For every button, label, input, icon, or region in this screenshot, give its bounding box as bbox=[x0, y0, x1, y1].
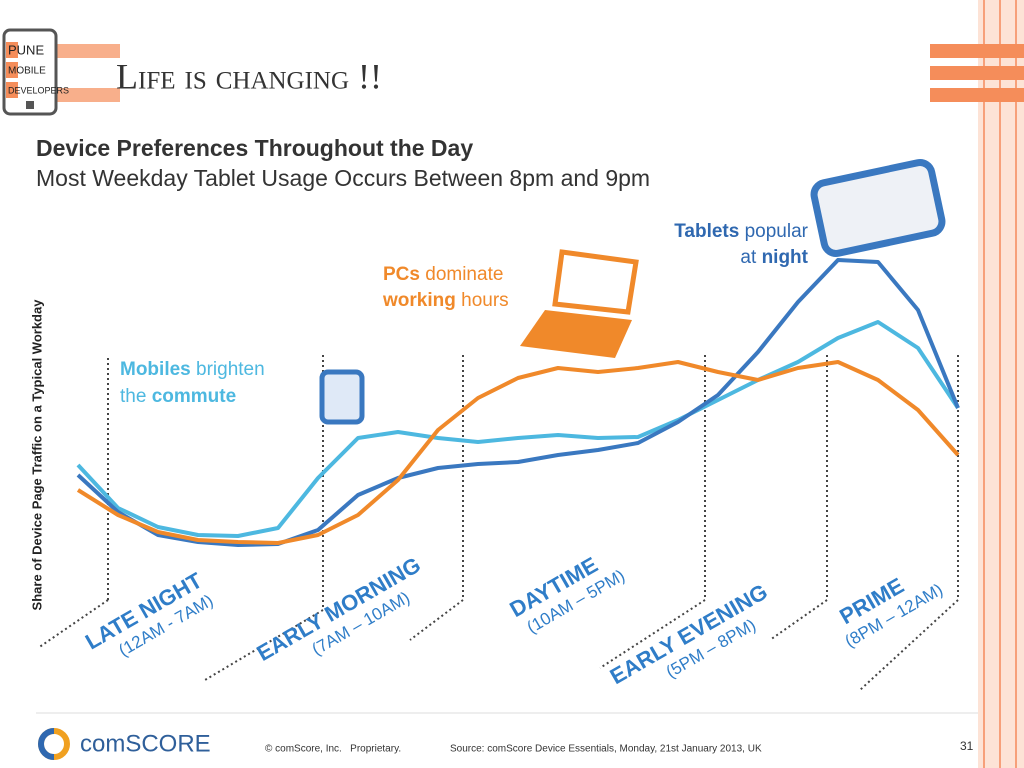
annotation-word: hours bbox=[461, 290, 509, 311]
annotation-word: popular bbox=[745, 221, 809, 242]
annotation: PCs dominate bbox=[383, 264, 503, 285]
y-axis-label: Share of Device Page Traffic on a Typica… bbox=[29, 299, 44, 611]
footer-brand: comSCORE bbox=[80, 730, 211, 757]
annotation: Mobiles brighten bbox=[120, 359, 265, 380]
annotation-word: dominate bbox=[425, 264, 503, 285]
logo-text: MOBILE bbox=[8, 66, 46, 77]
annotation: the commute bbox=[120, 386, 236, 407]
annotation-word: PCs bbox=[383, 264, 420, 285]
chart-title: Device Preferences Throughout the Day bbox=[36, 135, 473, 161]
annotation-word: at bbox=[740, 247, 757, 268]
annotation-word: night bbox=[762, 247, 809, 268]
annotation-word: Mobiles bbox=[120, 359, 191, 380]
annotation-word: working bbox=[382, 290, 456, 311]
logo-text: PUNE bbox=[8, 42, 44, 57]
series-line bbox=[76, 360, 960, 545]
device-icons bbox=[319, 159, 946, 425]
slide-title: Life is changing !! bbox=[116, 56, 382, 96]
series-line bbox=[76, 258, 960, 547]
series-line bbox=[76, 320, 960, 538]
footer-copyright: © comScore, Inc. Proprietary. bbox=[265, 744, 401, 755]
annotation-word: Tablets bbox=[674, 221, 739, 242]
plot bbox=[76, 258, 960, 547]
annotation: at night bbox=[740, 247, 808, 268]
footer-source: Source: comScore Device Essentials, Mond… bbox=[450, 744, 762, 755]
footer-logo bbox=[38, 728, 70, 760]
annotation-word: brighten bbox=[196, 359, 265, 380]
right-decoration bbox=[50, 0, 1024, 768]
annotation-word: commute bbox=[152, 386, 236, 407]
page-number: 31 bbox=[960, 739, 974, 753]
dividers bbox=[37, 355, 959, 691]
annotation-word: the bbox=[120, 386, 146, 407]
logo-text: DEVELOPERS bbox=[8, 85, 69, 95]
logo: PUNE MOBILE DEVELOPERS bbox=[2, 28, 69, 116]
chart-subtitle: Most Weekday Tablet Usage Occurs Between… bbox=[36, 165, 650, 191]
annotation: working hours bbox=[382, 290, 509, 311]
annotation: Tablets popular bbox=[674, 221, 808, 242]
